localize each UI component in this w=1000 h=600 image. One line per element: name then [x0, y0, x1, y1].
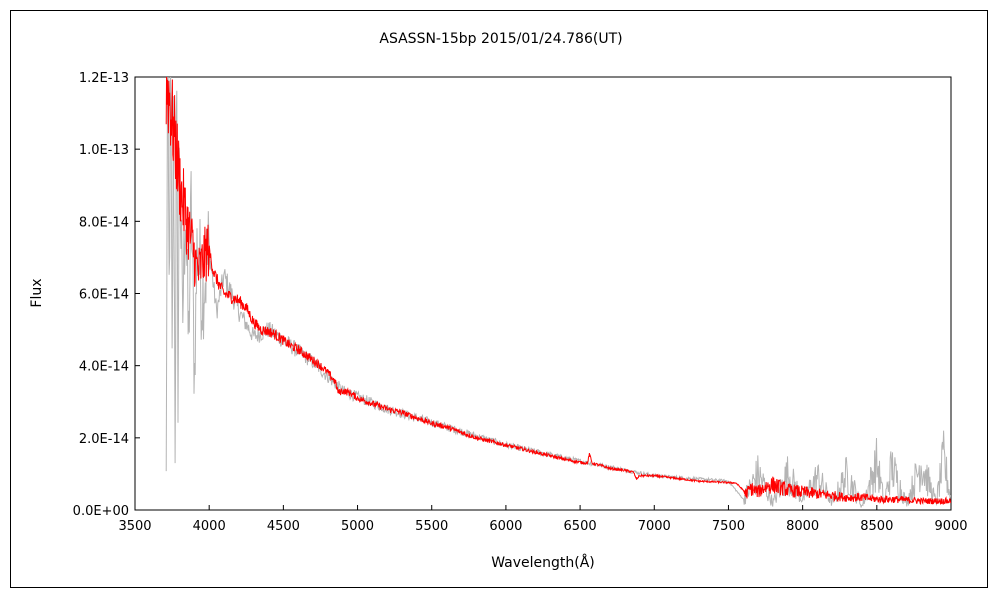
plot-area	[134, 76, 952, 511]
x-tick-label: 8500	[860, 519, 893, 534]
x-tick-label: 8000	[786, 519, 819, 534]
x-tick-label: 6000	[489, 519, 522, 534]
y-axis-label: Flux	[29, 278, 45, 307]
x-axis: 3500 4000 4500 5000 5500 6000 6500 7000 7500 8000…	[118, 505, 968, 534]
chart-title: ASASSN-15bp 2015/01/24.786(UT)	[379, 31, 622, 47]
spectrum-chart: ASASSN-15bp 2015/01/24.786(UT) 3500 4000 4…	[29, 31, 968, 571]
x-tick-label: 9000	[934, 519, 967, 534]
x-axis-label: Wavelength(Å)	[491, 554, 595, 571]
x-tick-label: 5000	[341, 519, 374, 534]
series-line-red	[165, 77, 951, 506]
y-tick-label: 1.0E-13	[79, 143, 129, 158]
y-tick-label: 6.0E-14	[79, 288, 129, 303]
x-tick-label: 3500	[118, 519, 151, 534]
y-tick-label: 1.2E-13	[79, 71, 129, 86]
x-tick-label: 6500	[564, 519, 597, 534]
y-tick-label: 2.0E-14	[79, 432, 129, 447]
chart-frame: ASASSN-15bp 2015/01/24.786(UT) 3500 4000 4…	[10, 10, 988, 588]
y-tick-label: 4.0E-14	[79, 360, 129, 375]
y-axis: 0.0E+00 2.0E-14 4.0E-14 6.0E-14 8.0E-14 1.0E-…	[73, 71, 140, 519]
x-tick-label: 7000	[638, 519, 671, 534]
x-tick-label: 4000	[193, 519, 226, 534]
x-tick-label: 5500	[415, 519, 448, 534]
x-tick-label: 4500	[267, 519, 300, 534]
y-tick-label: 0.0E+00	[73, 504, 129, 519]
x-tick-label: 7500	[712, 519, 745, 534]
y-tick-label: 8.0E-14	[79, 215, 129, 230]
series-layer	[165, 77, 951, 508]
series-line-gray	[165, 77, 951, 508]
